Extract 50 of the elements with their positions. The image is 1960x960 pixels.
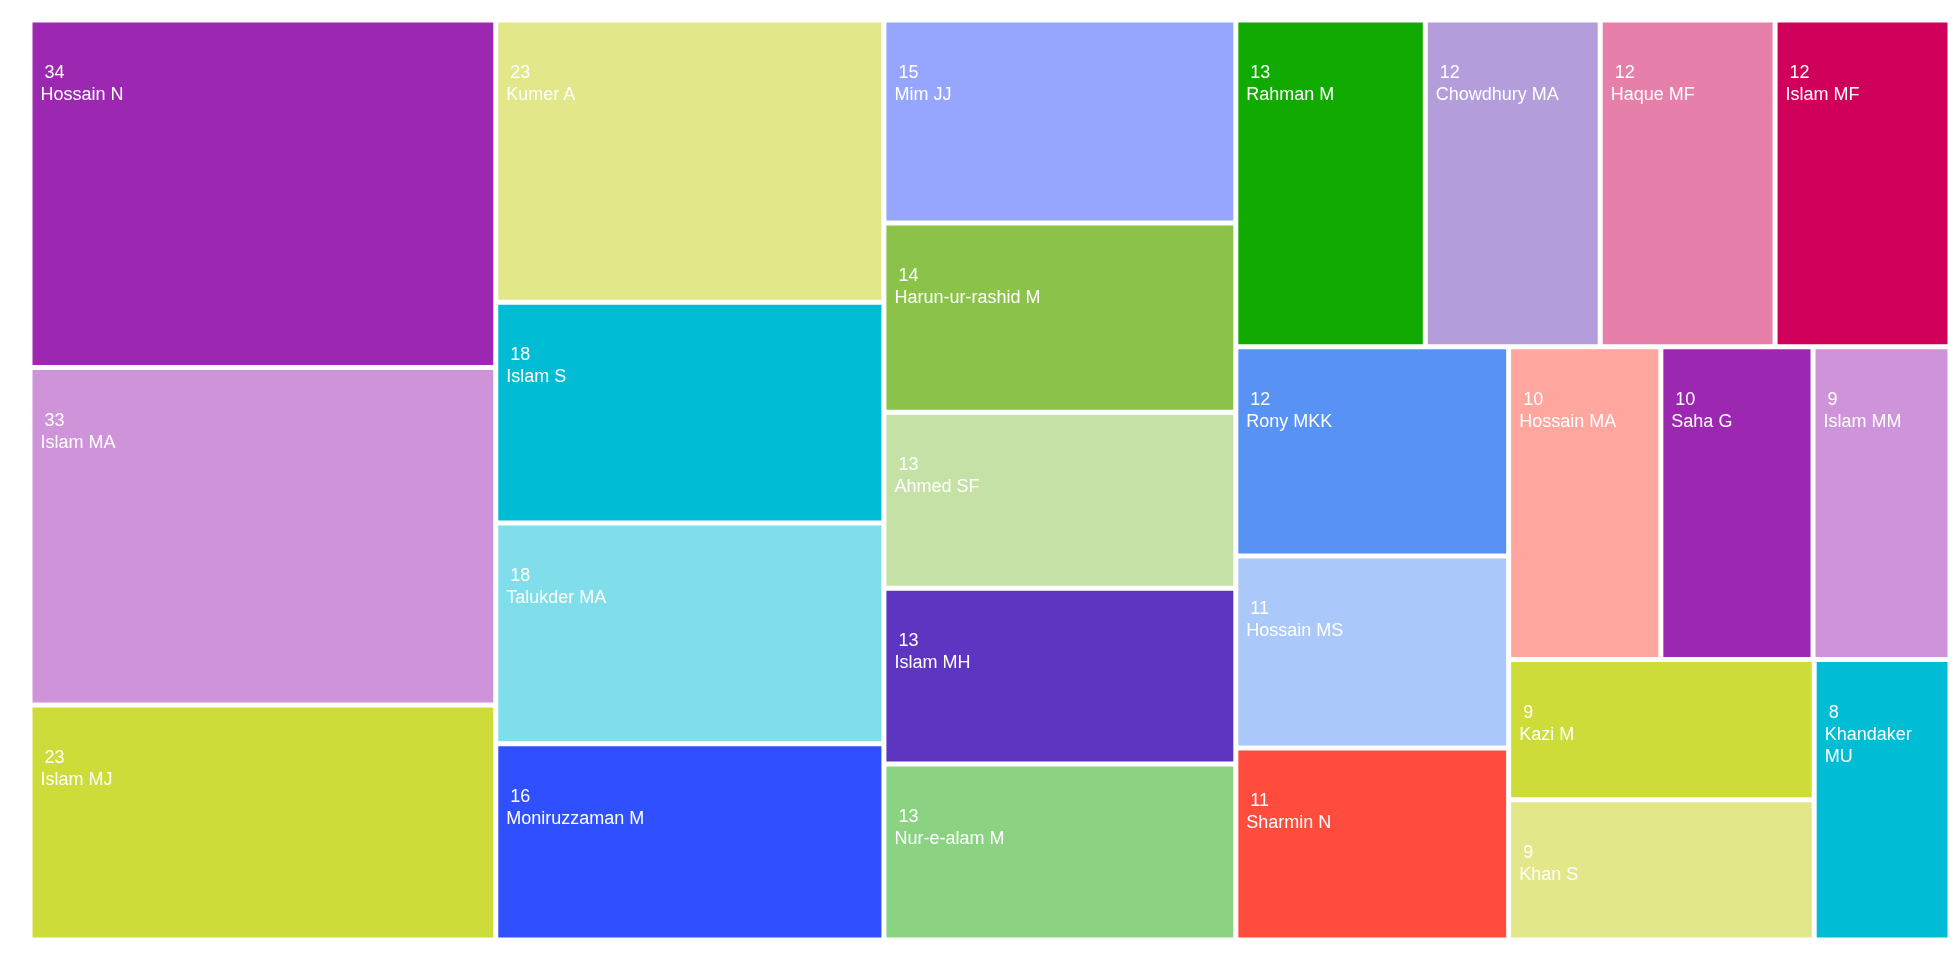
category-label: Harun-ur-rashid M <box>894 286 1041 307</box>
data-label: 33 <box>44 409 65 430</box>
data-label: 34 <box>44 62 65 82</box>
data-label: 9 <box>1827 388 1838 409</box>
category-label: Chowdhury MA <box>1435 84 1559 104</box>
category-label: Mim JJ <box>894 84 952 104</box>
data-label: 12 <box>1614 62 1635 82</box>
category-label: Talukder MA <box>506 586 607 607</box>
data-label: 15 <box>898 62 919 82</box>
category-label: Kumer A <box>506 84 576 104</box>
data-label: 23 <box>44 746 65 767</box>
data-label: 11 <box>1250 598 1270 619</box>
category-label: Islam MF <box>1785 84 1860 104</box>
data-label: 10 <box>1523 388 1544 409</box>
category-label: Rahman M <box>1246 84 1335 104</box>
category-label: Islam S <box>506 366 567 387</box>
data-label: 16 <box>510 785 531 806</box>
data-label: 11 <box>1250 790 1270 811</box>
data-label: 23 <box>510 62 531 82</box>
data-label: 12 <box>1439 62 1460 82</box>
category-label: Nur-e-alam M <box>894 828 1005 849</box>
data-label: 13 <box>898 806 919 827</box>
data-label: 12 <box>1789 62 1810 82</box>
data-label: 13 <box>1250 62 1271 82</box>
category-label: Rony MKK <box>1246 410 1333 431</box>
category-label: Kazi M <box>1519 723 1575 744</box>
category-label: Islam MJ <box>40 768 113 789</box>
category-label: Islam MM <box>1823 410 1902 431</box>
data-label: 9 <box>1523 841 1534 862</box>
category-label: Moniruzzaman M <box>506 807 645 828</box>
category-label: Haque MF <box>1610 84 1695 104</box>
data-label: 10 <box>1675 388 1696 409</box>
data-label: 18 <box>510 344 531 365</box>
category-label: Islam MA <box>40 431 116 452</box>
category-label: Hossain MS <box>1246 620 1344 641</box>
data-label: 14 <box>898 264 919 285</box>
data-label: 13 <box>898 454 919 475</box>
category-label: Khan S <box>1519 863 1579 884</box>
data-label: 12 <box>1250 388 1271 409</box>
category-label: Hossain N <box>40 84 124 104</box>
data-label: 8 <box>1828 701 1839 722</box>
category-label: Sharmin N <box>1246 812 1332 833</box>
category-label: Ahmed SF <box>894 476 980 497</box>
data-label: 13 <box>898 630 919 651</box>
data-label: 18 <box>510 564 531 585</box>
category-label: Khandaker MU <box>1824 723 1912 766</box>
category-label: Hossain MA <box>1519 410 1617 431</box>
category-label: Islam MH <box>894 652 971 673</box>
data-label: 9 <box>1523 701 1534 722</box>
category-label: Saha G <box>1671 410 1733 431</box>
